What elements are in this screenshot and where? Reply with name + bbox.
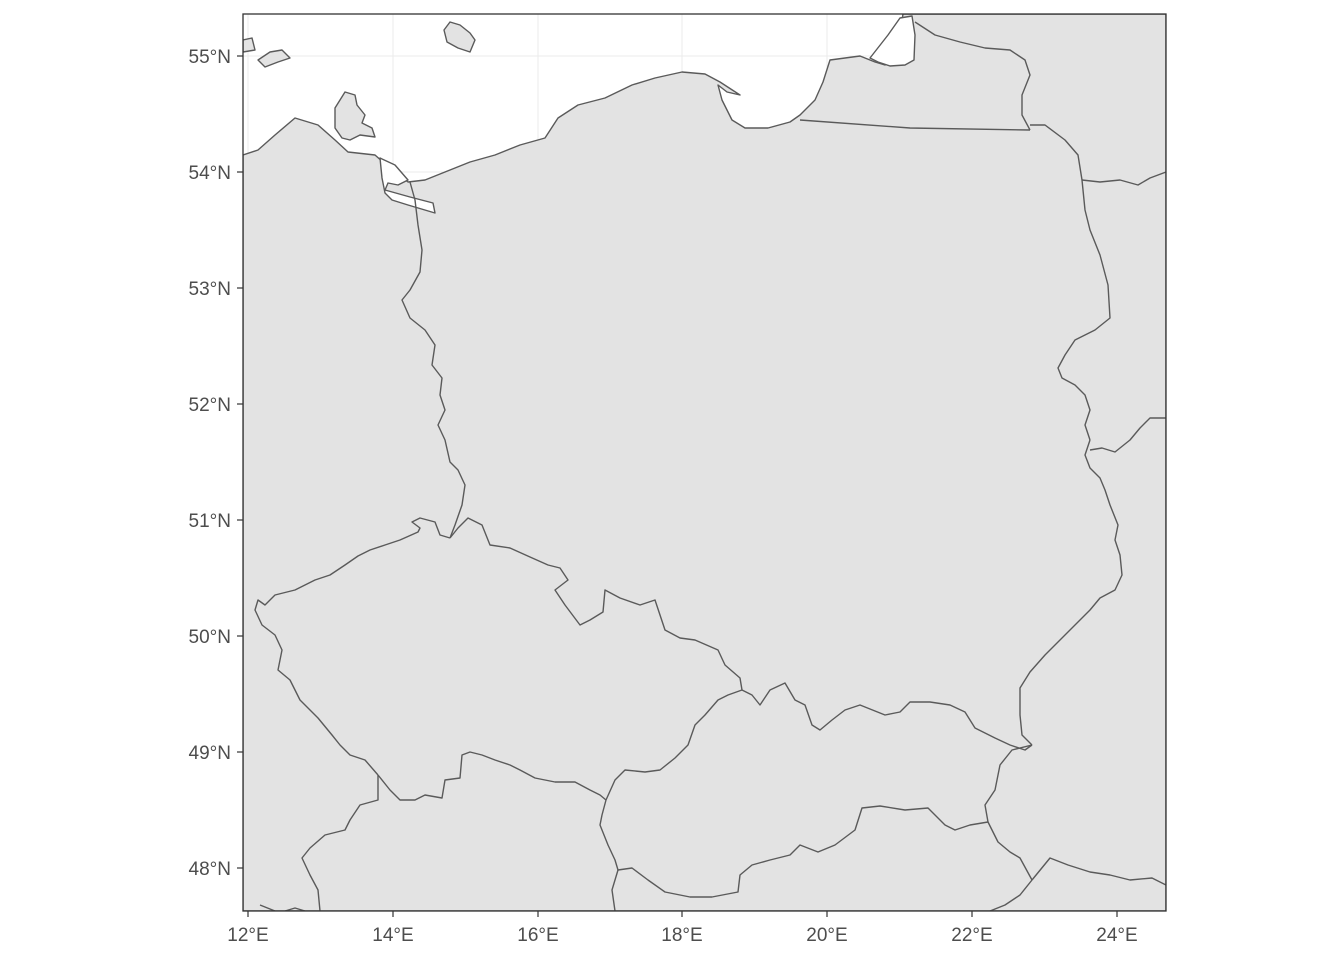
szczecin-lagoon <box>379 157 436 214</box>
border-austria-czech-extra <box>259 904 306 911</box>
island-bornholm <box>443 21 476 53</box>
x-tick-label: 24°E <box>1096 925 1137 946</box>
border-belarus-ukraine <box>1089 417 1166 453</box>
x-tick-label: 12°E <box>227 925 268 946</box>
y-axis <box>237 55 243 869</box>
border-poland-slovakia <box>741 682 1033 751</box>
x-tick-label: 20°E <box>806 925 847 946</box>
border-germany-czech <box>254 517 451 776</box>
y-tick-labels: 55°N 54°N 53°N 52°N 51°N 50°N 49°N 48°N <box>189 47 231 880</box>
border-ukraine-romania <box>1031 857 1166 886</box>
border-slovakia-hungary <box>599 799 1033 898</box>
border-ukraine-slovakia <box>984 744 1033 823</box>
x-tick-label: 16°E <box>517 925 558 946</box>
island-falster <box>257 49 291 68</box>
border-hungary-romania <box>989 879 1033 911</box>
y-tick-label: 55°N <box>189 47 231 68</box>
y-tick-label: 53°N <box>189 279 231 300</box>
border-belarus-lithuania <box>1081 171 1166 186</box>
x-tick-label: 14°E <box>372 925 413 946</box>
lagoon <box>869 15 916 67</box>
x-tick-labels: 12°E 14°E 16°E 18°E 20°E 22°E 24°E <box>227 925 1137 946</box>
y-tick-label: 50°N <box>189 627 231 648</box>
y-tick-label: 54°N <box>189 163 231 184</box>
panel-frame <box>242 13 1167 912</box>
island-small <box>243 37 256 53</box>
border-lithuania-russia <box>914 21 1031 131</box>
border-poland-ukraine <box>1019 439 1123 746</box>
border-germany-austria <box>301 775 379 911</box>
border-czech-austria <box>377 751 607 801</box>
border-poland-russia <box>799 119 1031 131</box>
y-tick-label: 51°N <box>189 511 231 532</box>
border-czech-slovakia <box>605 689 743 801</box>
y-tick-label: 49°N <box>189 743 231 764</box>
island-rugen <box>334 91 376 141</box>
border-austria-hungary <box>611 869 619 911</box>
x-axis <box>247 911 1118 917</box>
border-poland-belarus <box>1030 124 1111 441</box>
y-tick-label: 48°N <box>189 859 231 880</box>
x-tick-label: 18°E <box>661 925 702 946</box>
border-poland-czech <box>449 517 743 691</box>
x-tick-label: 22°E <box>951 925 992 946</box>
y-tick-label: 52°N <box>189 395 231 416</box>
border-germany-poland <box>401 181 466 539</box>
